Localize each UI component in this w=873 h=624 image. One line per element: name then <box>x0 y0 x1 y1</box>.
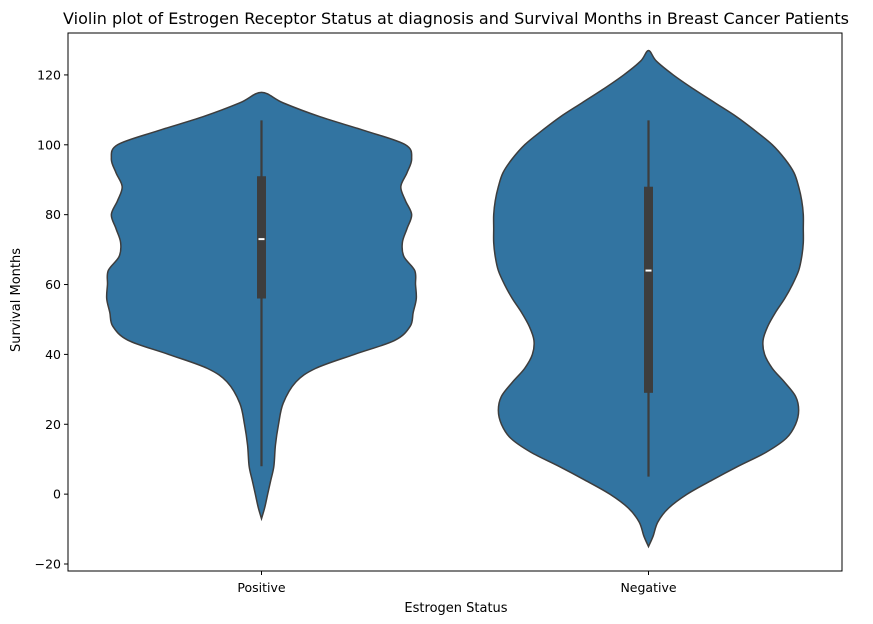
x-axis: Positive Negative <box>237 571 677 595</box>
y-tick-label: 0 <box>53 487 61 502</box>
iqr-box-positive <box>257 176 266 299</box>
y-tick-label: 120 <box>37 67 61 82</box>
y-tick-label: 60 <box>45 277 61 292</box>
plot-frame <box>67 32 843 572</box>
y-axis-label: Survival Months <box>9 248 24 352</box>
x-axis-label: Estrogen Status <box>404 601 507 616</box>
y-tick-label: 80 <box>45 207 61 222</box>
y-tick-label: −20 <box>35 557 61 572</box>
x-tick-label: Negative <box>620 580 676 595</box>
y-tick-label: 100 <box>37 137 61 152</box>
y-tick-label: 20 <box>45 417 61 432</box>
chart-title: Violin plot of Estrogen Receptor Status … <box>63 9 849 28</box>
x-tick-label: Positive <box>237 580 285 595</box>
plot-area <box>67 32 843 572</box>
y-axis: −20 0 20 40 60 80 100 120 <box>35 67 68 572</box>
y-tick-label: 40 <box>45 347 61 362</box>
iqr-box-negative <box>644 186 653 393</box>
